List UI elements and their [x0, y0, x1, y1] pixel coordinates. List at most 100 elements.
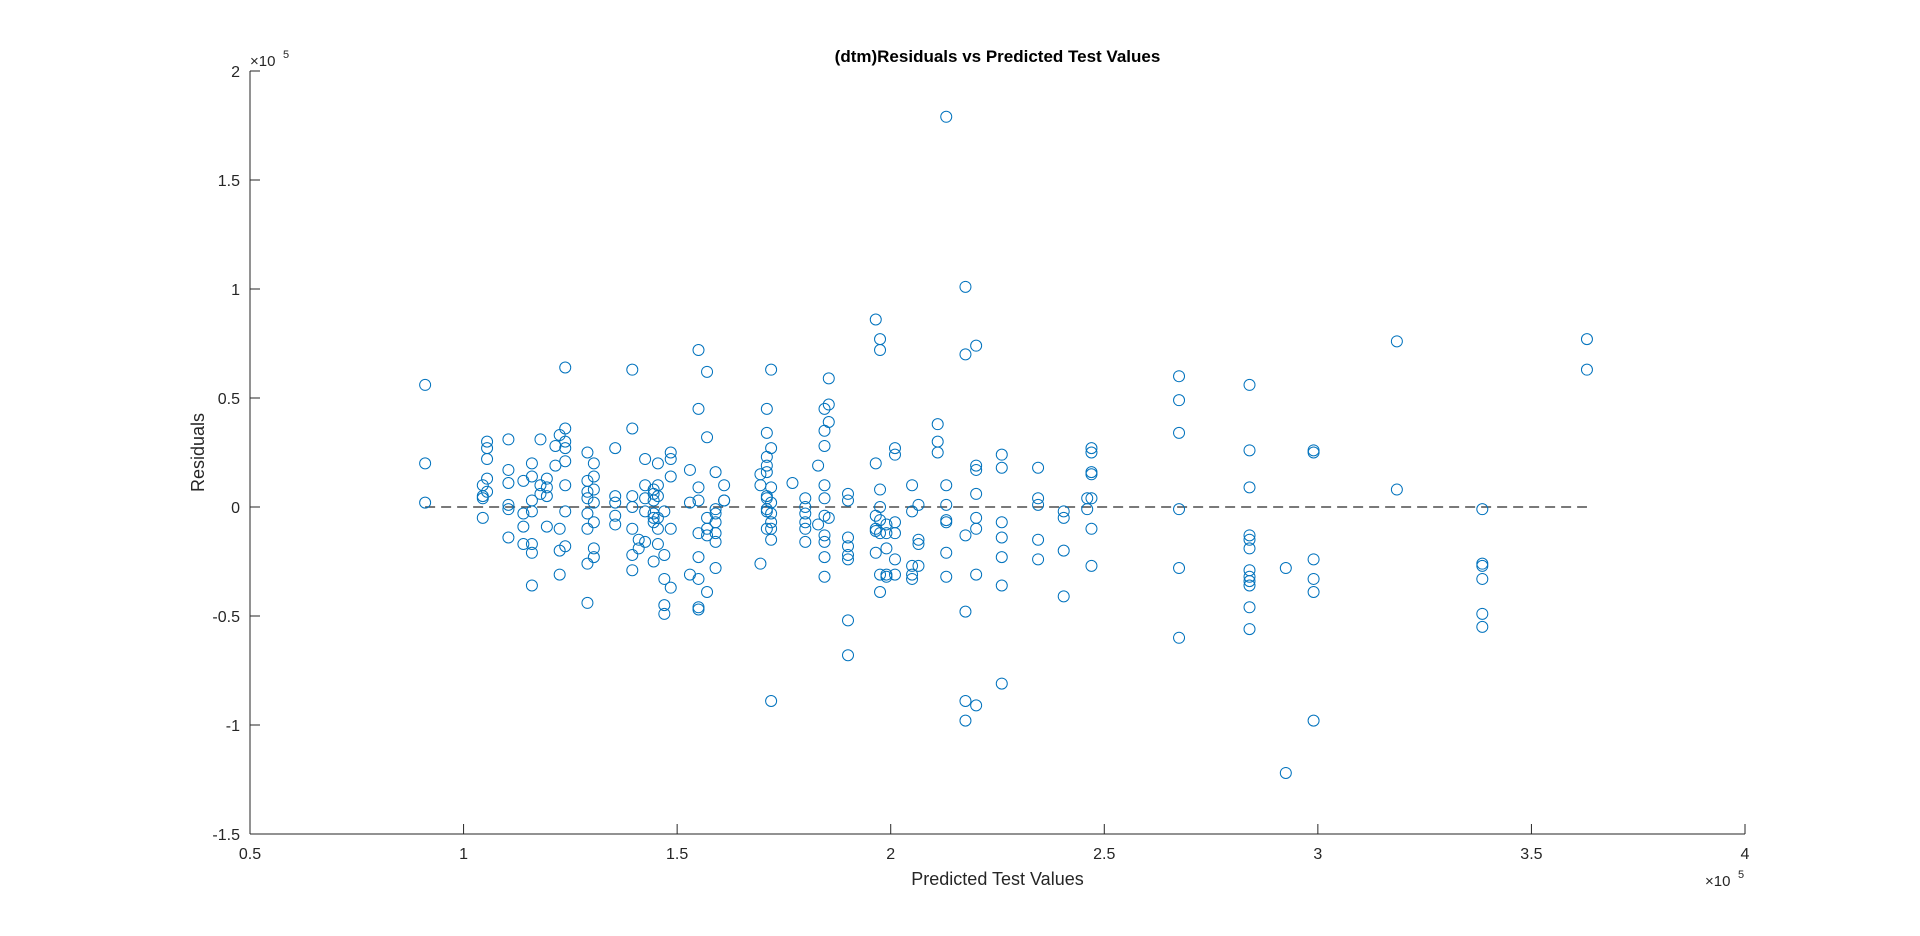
- data-point: [1057, 590, 1070, 603]
- data-point: [1476, 559, 1489, 572]
- data-point: [581, 596, 594, 609]
- data-point: [940, 110, 953, 123]
- data-point: [799, 501, 812, 513]
- data-point: [970, 339, 983, 352]
- data-point: [540, 472, 553, 485]
- data-point: [888, 448, 901, 461]
- data-point: [651, 457, 664, 470]
- x-axis-label: Predicted Test Values: [911, 869, 1083, 889]
- data-point: [481, 453, 494, 466]
- data-point: [931, 418, 944, 431]
- data-point: [959, 605, 972, 618]
- data-point: [718, 479, 731, 492]
- data-point: [609, 442, 622, 455]
- data-point: [476, 492, 489, 505]
- y-tick-label: 0: [231, 500, 240, 517]
- data-point: [869, 313, 882, 326]
- data-point: [559, 540, 572, 553]
- data-point: [481, 472, 494, 485]
- data-point: [1307, 446, 1320, 459]
- data-point: [1085, 442, 1098, 455]
- x-tick-label: 3: [1313, 846, 1322, 863]
- data-point: [799, 507, 812, 520]
- data-point: [709, 466, 722, 479]
- data-point: [959, 348, 972, 361]
- data-point: [940, 516, 953, 529]
- data-point: [888, 527, 901, 540]
- data-point: [1032, 492, 1045, 505]
- data-point: [664, 446, 677, 459]
- axes: 0.5 1 1.5 2 2.5 3 3.5 4 -1.5 -1 -0.5 0 0.5 1 1.5 2: [212, 64, 1749, 863]
- data-point: [874, 568, 887, 581]
- data-point: [419, 457, 432, 470]
- y-tick-label: -1: [226, 718, 240, 735]
- data-point: [1243, 378, 1256, 391]
- data-point: [1243, 623, 1256, 636]
- data-point: [1307, 714, 1320, 727]
- data-point: [502, 498, 515, 511]
- data-point: [1057, 505, 1070, 518]
- data-point: [626, 522, 639, 535]
- y-tick-label: -1.5: [212, 827, 240, 844]
- data-point: [701, 586, 714, 599]
- data-point: [1081, 503, 1094, 516]
- data-point: [970, 699, 983, 712]
- x-tick-label: 4: [1741, 846, 1750, 863]
- data-point: [995, 461, 1008, 474]
- data-point: [626, 422, 639, 435]
- data-point: [1032, 461, 1045, 474]
- data-point: [1243, 564, 1256, 577]
- data-point: [1307, 572, 1320, 585]
- data-point: [525, 457, 538, 470]
- data-point: [906, 572, 919, 585]
- data-point: [869, 546, 882, 559]
- data-point: [481, 442, 494, 455]
- data-point: [754, 479, 767, 492]
- data-point: [1307, 586, 1320, 599]
- data-point: [822, 415, 835, 428]
- y-tick-label: 1: [231, 282, 240, 299]
- data-point: [559, 442, 572, 455]
- data-point: [517, 507, 530, 520]
- data-point: [995, 579, 1008, 592]
- data-point: [842, 649, 854, 662]
- data-point: [765, 695, 778, 708]
- x-exponent-power: 5: [1738, 869, 1744, 881]
- data-point: [880, 527, 893, 540]
- data-point: [1243, 570, 1256, 583]
- data-point: [940, 546, 953, 559]
- data-point: [692, 402, 705, 415]
- data-point: [906, 479, 919, 492]
- data-point: [559, 455, 572, 468]
- data-point: [888, 568, 901, 581]
- data-point: [639, 453, 652, 466]
- data-point: [842, 614, 854, 627]
- x-exponent-base: ×10: [1705, 873, 1730, 890]
- data-point: [718, 494, 731, 507]
- data-point: [1173, 631, 1186, 644]
- data-point: [874, 344, 887, 357]
- data-point: [818, 570, 831, 583]
- data-point: [534, 487, 547, 500]
- data-point: [1307, 444, 1320, 457]
- data-point: [760, 426, 773, 439]
- data-point: [1032, 498, 1045, 511]
- data-point: [869, 509, 882, 522]
- data-point: [639, 505, 652, 518]
- data-point: [658, 548, 671, 561]
- data-point: [658, 607, 671, 620]
- data-point: [692, 551, 705, 564]
- data-point: [658, 572, 671, 585]
- data-point: [709, 516, 722, 529]
- data-point: [869, 524, 882, 537]
- data-point: [818, 535, 831, 548]
- data-point: [540, 481, 553, 494]
- data-point: [525, 505, 538, 518]
- data-point: [639, 535, 652, 548]
- data-point: [869, 457, 882, 470]
- data-point: [931, 446, 944, 459]
- data-point: [874, 333, 887, 346]
- data-point: [1243, 601, 1256, 614]
- data-point: [1085, 466, 1098, 479]
